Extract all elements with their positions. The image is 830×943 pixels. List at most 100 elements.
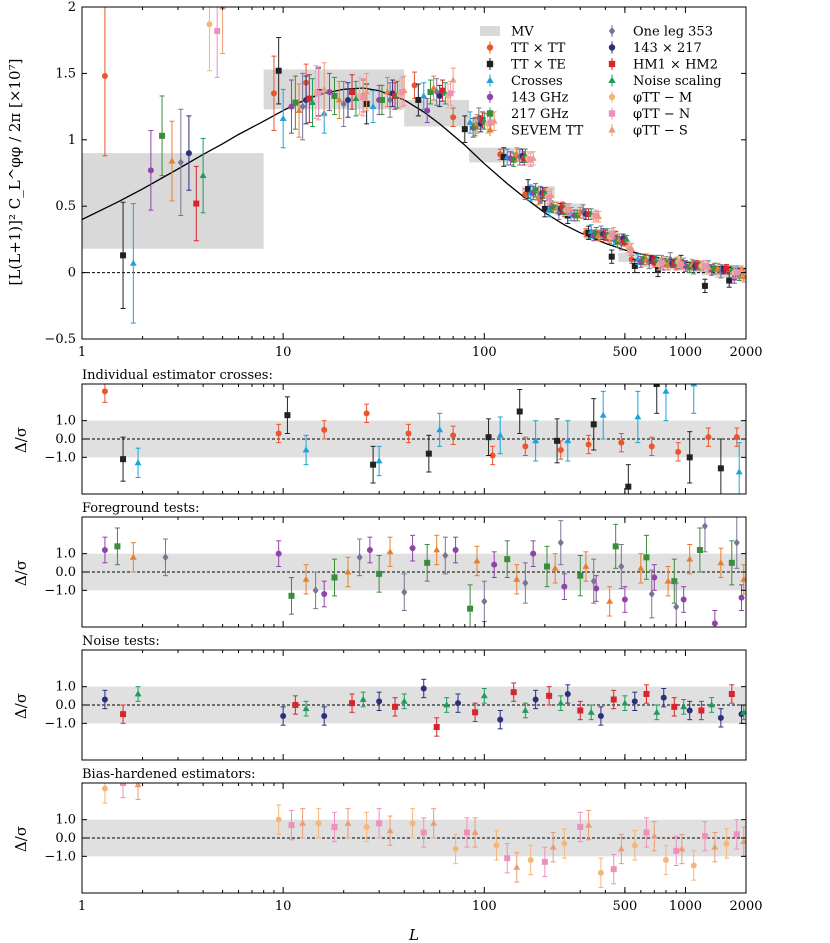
data-point [717, 559, 725, 566]
data-point [450, 114, 457, 121]
data-point [424, 559, 431, 566]
data-point [733, 831, 740, 838]
data-point [701, 833, 708, 840]
data-point [637, 564, 645, 571]
data-point [415, 96, 422, 103]
x-tick-label: 100 [472, 345, 497, 360]
data-point [386, 548, 394, 555]
data-point [375, 457, 383, 464]
data-point [193, 200, 200, 207]
data-point [467, 605, 474, 612]
data-point [561, 583, 568, 590]
data-point [466, 118, 474, 125]
legend-label: TT × TT [511, 41, 566, 56]
data-point [309, 99, 316, 106]
data-point [521, 155, 528, 162]
data-point [331, 824, 338, 830]
data-point [541, 205, 548, 212]
legend-label: φTT − S [633, 124, 688, 139]
data-point [701, 282, 708, 289]
data-point [275, 550, 282, 557]
y-tick-label: 1.0 [55, 547, 76, 562]
x-tick-label: 2000 [729, 345, 762, 360]
legend-item: TT × TT [486, 41, 566, 56]
y-tick-label: −1.0 [44, 716, 76, 731]
data-point [401, 588, 408, 597]
bias-ylabel: Δ/σ [12, 826, 30, 852]
data-point [500, 154, 507, 161]
data-point [516, 408, 523, 415]
legend-item: φTT − S [608, 124, 688, 139]
y-tick-label: 0.0 [55, 565, 76, 580]
data-point [513, 863, 521, 870]
data-point [185, 150, 192, 157]
data-point [597, 713, 604, 719]
data-point [701, 522, 708, 531]
data-point [488, 119, 495, 126]
y-tick-label: −1.0 [44, 849, 76, 864]
legend-swatch [480, 26, 500, 36]
data-point [648, 443, 655, 450]
data-point [660, 258, 668, 265]
data-point [704, 263, 712, 270]
panel-0: −0.5 0 0.5 1 1.5 2 1 10 100 500 1000 2000 [44, 0, 762, 360]
data-point [585, 441, 592, 448]
theory-curve [82, 87, 746, 270]
data-point [497, 716, 504, 723]
data-point [315, 90, 322, 97]
data-point [564, 437, 572, 444]
main-ylabel: [L(L+1)]² C_L^φφ / 2π [×10⁷] [6, 59, 24, 286]
data-point [206, 21, 213, 28]
data-point [425, 450, 432, 457]
x-tick-label: 100 [472, 899, 497, 914]
foreground-ylabel: Δ/σ [12, 560, 30, 586]
data-point [690, 862, 697, 869]
data-point [436, 92, 443, 99]
data-point [680, 703, 688, 710]
data-point [280, 713, 287, 719]
data-point [593, 212, 600, 219]
legend-item: One leg 353 [608, 25, 713, 40]
data-point [270, 90, 277, 97]
legend-marker [608, 126, 616, 133]
y-tick-label: −1.0 [44, 450, 76, 465]
data-point [363, 824, 370, 830]
legend-item: SEVEM TT [486, 124, 584, 139]
data-point [577, 707, 584, 714]
data-point [275, 430, 282, 437]
data-point [461, 126, 468, 133]
data-point [577, 824, 584, 830]
data-point [101, 73, 108, 80]
data-point [530, 550, 537, 557]
data-point [738, 594, 745, 601]
data-point [590, 577, 597, 586]
x-tick-label: 1 [78, 345, 86, 360]
data-point [292, 702, 299, 708]
data-point [513, 575, 521, 582]
data-point [631, 262, 638, 269]
data-point [534, 194, 542, 201]
data-point [177, 158, 184, 167]
data-point [134, 690, 142, 697]
data-point [698, 707, 705, 714]
data-point [740, 838, 746, 845]
data-point [606, 597, 614, 604]
data-point [546, 195, 553, 202]
legend-item: MV [480, 25, 534, 40]
data-point [686, 264, 693, 271]
data-point [554, 437, 561, 444]
data-point [292, 99, 299, 106]
data-point [392, 703, 399, 710]
data-point [544, 563, 551, 570]
data-point [510, 689, 517, 696]
data-point [471, 828, 479, 835]
legend-label: 217 GHz [511, 107, 569, 122]
data-point [686, 555, 694, 562]
data-point [660, 694, 667, 701]
bias-panel-title: Bias-hardened estimators: [82, 767, 256, 782]
data-point [383, 88, 391, 95]
data-point [599, 411, 607, 418]
panel-3-content [82, 678, 746, 737]
